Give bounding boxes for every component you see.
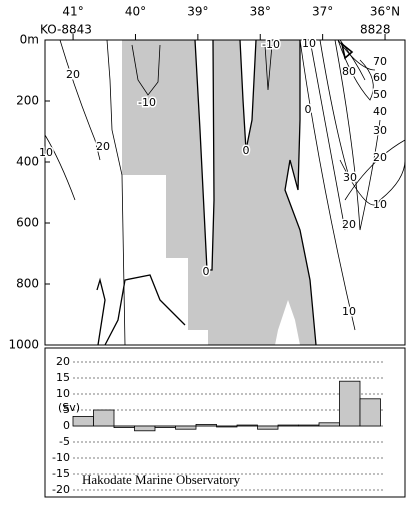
contour-label: 80 xyxy=(342,65,356,78)
bar xyxy=(339,380,361,427)
y-tick-label: -5 xyxy=(59,435,70,448)
station-right: 8828 xyxy=(360,23,391,37)
bar xyxy=(277,424,299,427)
station-left: KO-8843 xyxy=(40,23,92,37)
x-tick-label: 39° xyxy=(187,5,208,19)
bar-frame xyxy=(44,347,406,498)
bar xyxy=(216,425,238,428)
x-tick-label: 41° xyxy=(62,5,83,19)
bar xyxy=(134,425,156,432)
y-tick-label: 0m xyxy=(20,33,39,47)
y-tick-label: 1000 xyxy=(8,338,39,352)
bar xyxy=(113,425,135,429)
contour-label: 30 xyxy=(343,171,357,184)
bar xyxy=(175,425,197,430)
contour-label: -10 xyxy=(138,96,156,109)
bar xyxy=(318,422,340,427)
x-tick-label: 37° xyxy=(312,5,333,19)
contour-label: 70 xyxy=(373,55,387,68)
contour-label: 20 xyxy=(66,68,80,81)
y-tick-label: -10 xyxy=(52,451,70,464)
contour-label: 0 xyxy=(243,144,250,157)
y-tick-label: 5 xyxy=(63,403,70,416)
section-frame xyxy=(44,39,406,346)
y-tick-label: 15 xyxy=(56,371,70,384)
bar xyxy=(257,425,279,430)
y-tick-label: 20 xyxy=(56,355,70,368)
contour-label: -10 xyxy=(262,38,280,51)
y-tick-label: 200 xyxy=(16,94,39,108)
bar xyxy=(154,425,176,429)
contour-label: 20 xyxy=(342,218,356,231)
contour-label: 0 xyxy=(203,265,210,278)
bar xyxy=(72,415,94,427)
bar xyxy=(93,409,115,427)
contour-label: 60 xyxy=(373,71,387,84)
y-axis-label: (Sv) xyxy=(58,401,80,414)
x-tick-label: 36°N xyxy=(370,5,400,19)
x-tick-label: 40° xyxy=(125,5,146,19)
y-tick-label: -20 xyxy=(52,483,70,496)
bar xyxy=(236,424,258,427)
contour-label: 20 xyxy=(96,140,110,153)
bar xyxy=(195,423,217,427)
x-tick-label: 38° xyxy=(250,5,271,19)
credit: Hakodate Marine Observatory xyxy=(82,472,241,487)
contour-label: 10 xyxy=(373,198,387,211)
contour-lines xyxy=(44,39,406,346)
contour-label: 10 xyxy=(39,146,53,159)
bar xyxy=(298,424,320,427)
y-tick-label: -15 xyxy=(52,467,70,480)
y-tick-label: 10 xyxy=(56,387,70,400)
section-shading xyxy=(122,40,316,345)
y-tick-label: 400 xyxy=(16,155,39,169)
bar xyxy=(359,398,381,427)
contour-label: 20 xyxy=(373,151,387,164)
y-tick-label: 0 xyxy=(63,419,70,432)
contour-label: 10 xyxy=(342,305,356,318)
contour-label: 40 xyxy=(373,105,387,118)
contour-label: 0 xyxy=(305,103,312,116)
contour-label: 30 xyxy=(373,124,387,137)
contour-label: 10 xyxy=(302,37,316,50)
y-tick-label: 600 xyxy=(16,216,39,230)
y-tick-label: 800 xyxy=(16,277,39,291)
contour-label: 50 xyxy=(373,88,387,101)
